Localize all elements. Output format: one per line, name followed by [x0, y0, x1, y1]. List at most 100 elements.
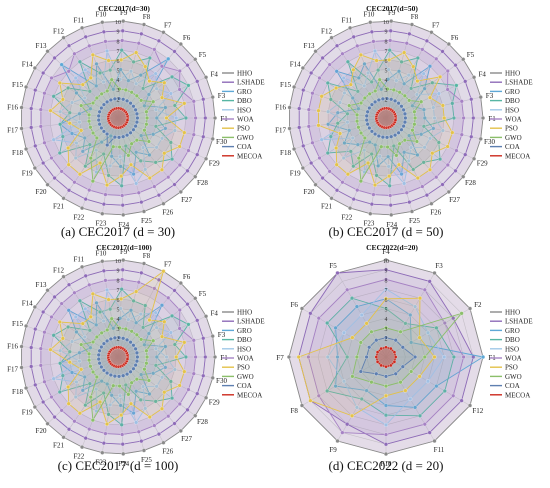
point-pso: [147, 175, 152, 181]
axis-label: F28: [465, 179, 476, 187]
point-lshade: [101, 202, 106, 207]
point-dbo: [172, 103, 177, 108]
point-hho: [287, 126, 292, 131]
point-woa: [404, 190, 409, 195]
point-hso: [341, 75, 346, 81]
point-dbo: [411, 167, 416, 172]
point-coa: [128, 101, 133, 106]
point-gro: [383, 403, 389, 408]
legend-label-pso: PSO: [505, 125, 518, 133]
point-pso: [80, 82, 85, 87]
point-gro: [139, 372, 144, 377]
axis-label: F4: [478, 71, 486, 79]
point-pso: [48, 108, 53, 113]
point-mecoa: [375, 350, 380, 354]
point-gro: [407, 133, 412, 138]
point-lshade: [351, 197, 356, 202]
point-dbo: [170, 157, 175, 162]
point-dbo: [403, 321, 408, 326]
axis-label: F28: [197, 418, 208, 426]
point-dbo: [369, 79, 374, 85]
point-dbo: [351, 164, 356, 169]
axis-label: F8: [143, 252, 151, 260]
axis-label: F17: [7, 127, 18, 135]
point-woa: [461, 115, 466, 121]
point-gwo: [379, 144, 384, 149]
point-gwo: [87, 119, 92, 124]
legend-label-dbo: DBO: [505, 336, 520, 344]
legend-label-coa: COA: [505, 143, 520, 151]
point-gwo: [369, 380, 374, 385]
point-dbo: [106, 412, 111, 417]
point-hho: [178, 189, 183, 194]
point-gwo: [356, 125, 361, 130]
point-coa: [380, 135, 385, 140]
point-hho: [478, 95, 483, 100]
point-hso: [406, 73, 411, 78]
point-coa: [367, 345, 372, 350]
point-gwo: [144, 109, 149, 114]
point-lshade: [440, 49, 445, 54]
axis-label: F6: [183, 34, 191, 42]
point-woa: [136, 41, 141, 46]
point-gwo: [362, 95, 367, 101]
point-woa: [459, 132, 464, 137]
point-woa: [317, 75, 322, 81]
point-hho: [100, 211, 105, 216]
point-woa: [461, 354, 466, 360]
point-pso: [334, 145, 339, 151]
point-pso: [48, 347, 53, 352]
point-dbo: [451, 115, 456, 121]
point-lshade: [120, 203, 125, 208]
point-hso: [108, 163, 113, 168]
point-dbo: [153, 160, 158, 165]
point-gwo: [88, 125, 93, 130]
legend-label-gwo: GWO: [505, 134, 522, 142]
point-woa: [66, 69, 71, 74]
point-gwo: [139, 98, 144, 103]
point-gro: [333, 384, 338, 389]
point-coa: [364, 113, 369, 118]
point-hso: [337, 100, 343, 105]
point-pso: [182, 369, 187, 374]
point-gro: [147, 152, 152, 158]
point-hso: [414, 92, 419, 97]
axis-label: F22: [73, 453, 84, 461]
radial-tick-label: 7: [385, 288, 388, 294]
point-mecoa: [384, 364, 388, 369]
point-pso: [98, 161, 103, 166]
point-coa: [403, 115, 408, 121]
point-pso: [57, 319, 62, 325]
point-gro: [69, 131, 75, 136]
point-mecoa: [379, 346, 383, 351]
point-gwo: [142, 367, 147, 372]
point-pso: [334, 85, 339, 91]
legend-label-hso: HSO: [505, 345, 519, 353]
point-hho: [461, 174, 466, 179]
point-woa: [103, 192, 108, 197]
point-hso: [69, 339, 75, 344]
axis-label: F10: [381, 460, 392, 468]
point-coa: [393, 371, 398, 376]
point-gwo: [419, 99, 424, 104]
panel-caption: (a) CEC2017 (d = 30): [61, 224, 175, 239]
point-hso: [425, 379, 431, 384]
point-lshade: [29, 125, 34, 130]
axis-label: F16: [7, 104, 18, 112]
point-pso: [162, 390, 167, 395]
point-lshade: [185, 63, 190, 68]
point-gro: [77, 111, 82, 116]
legend-label-lshade: LSHADE: [505, 79, 533, 87]
point-dbo: [98, 70, 103, 75]
point-pso: [396, 162, 402, 167]
axis-label: F29: [209, 399, 220, 407]
point-dbo: [328, 134, 333, 139]
point-woa: [193, 115, 198, 121]
point-dbo: [454, 83, 459, 88]
axis-label: F14: [22, 299, 33, 307]
point-hso: [442, 354, 447, 360]
point-gwo: [109, 77, 114, 82]
point-coa: [401, 107, 406, 112]
point-gwo: [123, 326, 128, 332]
point-dbo: [138, 397, 143, 402]
